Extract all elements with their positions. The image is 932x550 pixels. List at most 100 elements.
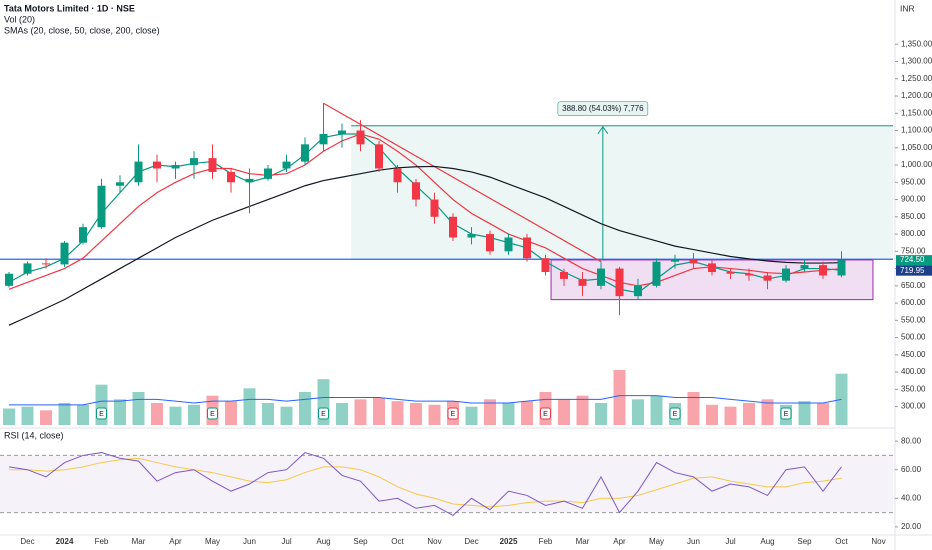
volume-bar	[687, 392, 700, 425]
candle-body	[338, 130, 346, 134]
currency: INR	[900, 3, 915, 13]
x-tick-label: Oct	[835, 537, 848, 546]
volume-bar	[40, 410, 52, 425]
candle-body	[486, 234, 494, 252]
volume-bar	[391, 401, 404, 425]
earnings-marker	[540, 407, 551, 420]
candle-body	[42, 263, 50, 265]
volume-bar	[225, 401, 237, 425]
y-tick-label: 1,200.00	[901, 91, 932, 100]
measure-label-bg	[557, 101, 649, 117]
volume-bar	[243, 388, 256, 425]
volume-bar	[428, 404, 441, 425]
candle-body	[504, 237, 513, 252]
x-tick-label: May	[649, 537, 664, 546]
candle-body	[800, 265, 809, 269]
candle-body	[319, 133, 328, 145]
x-tick-label: May	[205, 537, 220, 546]
volume-bar	[262, 403, 274, 425]
x-tick-label: Jun	[243, 537, 256, 546]
candle-body	[578, 278, 587, 286]
y-tick-label: 950.00	[901, 177, 926, 186]
sma-line	[8, 165, 842, 326]
candle-body	[652, 261, 661, 286]
x-tick-label: 2025	[500, 537, 518, 546]
candle-body	[5, 273, 13, 286]
rsi-line	[8, 452, 842, 517]
candle-body	[190, 158, 198, 166]
y-tick-label: 1,100.00	[901, 126, 932, 135]
rsi-ma	[9, 457, 842, 508]
y-tick-label: 500.00	[901, 333, 926, 342]
x-tick-label: Dec	[464, 537, 478, 546]
rsi-tick-label: 40.00	[901, 493, 922, 502]
volume-bar	[521, 401, 533, 425]
candle-body	[282, 161, 291, 169]
chart-title: Tata Motors Limited · 1D · NSE	[4, 3, 135, 13]
candle-body	[597, 268, 605, 286]
rsi-band	[0, 455, 893, 513]
candle-body	[171, 165, 180, 169]
candle-body	[763, 275, 772, 281]
sma-line	[8, 133, 842, 290]
earnings-label: E	[784, 411, 789, 418]
y-tick-label: 1,250.00	[901, 74, 932, 83]
candle-body	[782, 268, 790, 281]
price-tag	[896, 265, 932, 276]
earnings-label: E	[99, 411, 104, 418]
earnings-marker	[318, 407, 329, 420]
y-tick-label: 600.00	[901, 298, 926, 307]
earnings-marker	[669, 407, 681, 420]
earnings-label: E	[543, 411, 548, 418]
volume-bar	[632, 399, 644, 425]
volume-bar	[373, 397, 385, 425]
candle-body	[245, 178, 254, 183]
y-tick-label: 1,000.00	[901, 160, 932, 169]
volume-bar	[151, 403, 163, 425]
candle-body	[449, 216, 457, 238]
x-tick-label: Dec	[20, 537, 34, 546]
volume-bar	[484, 399, 496, 425]
candle-body	[467, 234, 476, 238]
y-tick-label: 900.00	[901, 195, 926, 204]
rsi-tick-label: 60.00	[901, 465, 922, 474]
sma-line	[8, 133, 842, 294]
volume-bar	[58, 403, 71, 425]
candle-body	[837, 260, 846, 276]
x-tick-label: Aug	[316, 537, 330, 546]
earnings-label: E	[673, 411, 678, 418]
x-tick-label: Nov	[427, 537, 441, 546]
measure-label: 388.80 (54.03%) 7,776	[562, 104, 644, 113]
earnings-marker	[96, 407, 107, 420]
volume-bar	[336, 403, 348, 425]
volume-bar	[21, 406, 34, 425]
x-tick-label: Jul	[281, 537, 291, 546]
candle-body	[301, 144, 309, 162]
candle-body	[634, 285, 642, 297]
x-tick-label: Jul	[725, 537, 735, 546]
y-tick-label: 450.00	[901, 350, 926, 359]
volume-bar	[410, 403, 422, 425]
y-tick-label: 550.00	[901, 315, 926, 324]
volume-ma	[9, 395, 842, 406]
volume-bar	[169, 406, 182, 425]
rsi-tick-label: 20.00	[901, 522, 922, 531]
candle-body	[153, 161, 161, 169]
earnings-marker	[780, 407, 792, 420]
candle-body	[393, 168, 402, 183]
earnings-label: E	[210, 411, 215, 418]
y-tick-label: 1,050.00	[901, 143, 932, 152]
candle-body	[523, 237, 531, 259]
candle-body	[745, 273, 753, 276]
volume-bar	[3, 408, 15, 425]
volume-bar	[188, 404, 200, 425]
volume-label: Vol (20)	[4, 14, 35, 24]
x-tick-label: Aug	[760, 537, 774, 546]
candle-body	[412, 182, 420, 200]
candle-body	[134, 161, 143, 183]
volume-bar	[613, 370, 626, 425]
volume-bar	[502, 403, 515, 425]
